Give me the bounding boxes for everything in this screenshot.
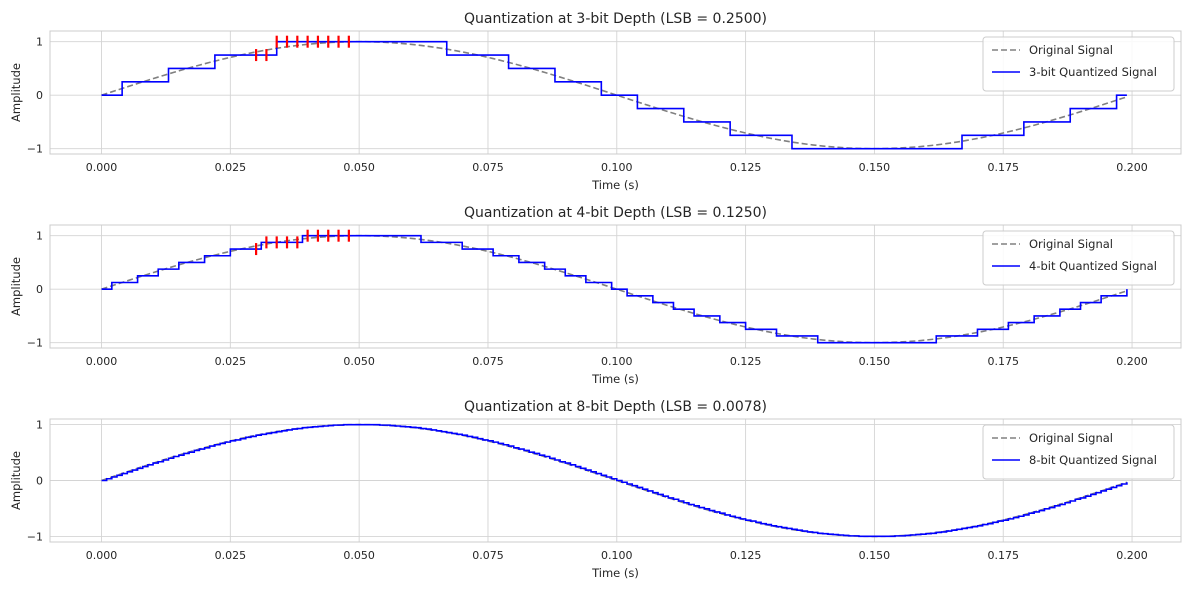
x-axis-label: Time (s)	[591, 178, 639, 192]
x-tick-label: 0.075	[472, 549, 504, 562]
x-tick-label: 0.200	[1116, 355, 1148, 368]
y-tick-label: 1	[36, 36, 43, 49]
x-tick-label: 0.000	[86, 161, 118, 174]
subplot-3: 0.000 0.025 0.050 0.075 0.100 0.125 0.150 0.175…	[9, 399, 1182, 580]
chart-title: Quantization at 3-bit Depth (LSB = 0.250…	[464, 11, 767, 27]
y-tick-label: 0	[36, 475, 43, 488]
x-tick-label: 0.200	[1116, 161, 1148, 174]
x-axis-label: Time (s)	[591, 566, 639, 580]
x-tick-label: 0.100	[601, 355, 633, 368]
x-tick-label: 0.125	[730, 161, 762, 174]
plot-content	[101, 35, 1128, 150]
x-tick-label: 0.075	[472, 161, 504, 174]
x-tick-label: 0.100	[601, 161, 633, 174]
legend-label: Original Signal	[1029, 237, 1113, 251]
x-tick-label: 0.000	[86, 355, 118, 368]
y-tick-label: −1	[27, 337, 43, 350]
legend-label: 4-bit Quantized Signal	[1029, 259, 1157, 273]
legend-box	[982, 36, 1175, 92]
x-tick-label: 0.050	[343, 355, 375, 368]
axes-frame	[49, 418, 1182, 543]
y-tick-label: −1	[27, 143, 43, 156]
plot-content	[101, 229, 1128, 344]
y-axis-label: Amplitude	[9, 63, 23, 122]
legend-box	[982, 424, 1175, 480]
subplot-2: 0.000 0.025 0.050 0.075 0.100 0.125 0.150 0.175…	[9, 205, 1182, 386]
y-tick-label: 1	[36, 230, 43, 243]
x-tick-label: 0.100	[601, 549, 633, 562]
x-tick-label: 0.025	[215, 549, 247, 562]
y-axis-label: Amplitude	[9, 257, 23, 316]
x-tick-label: 0.150	[859, 161, 891, 174]
x-tick-label: 0.000	[86, 549, 118, 562]
series-quantized-signal	[101, 40, 1127, 150]
legend-box	[982, 230, 1175, 286]
x-tick-label: 0.050	[343, 549, 375, 562]
x-tick-label: 0.125	[730, 355, 762, 368]
x-tick-label: 0.150	[859, 355, 891, 368]
legend: Original Signal 3-bit Quantized Signal	[982, 36, 1175, 92]
series-quantized-signal	[101, 234, 1128, 344]
x-tick-label: 0.050	[343, 161, 375, 174]
plot-content	[101, 423, 1128, 538]
y-tick-label: −1	[27, 530, 43, 543]
y-axis-label: Amplitude	[9, 451, 23, 510]
series-original-signal	[101, 40, 1128, 150]
legend-label: Original Signal	[1029, 431, 1113, 445]
y-tick-label: 0	[36, 89, 43, 102]
chart-title: Quantization at 8-bit Depth (LSB = 0.007…	[464, 399, 767, 415]
legend-label: 3-bit Quantized Signal	[1029, 65, 1157, 79]
legend-label: 8-bit Quantized Signal	[1029, 453, 1157, 467]
x-tick-label: 0.125	[730, 549, 762, 562]
x-tick-label: 0.150	[859, 549, 891, 562]
y-tick-label: 0	[36, 283, 43, 296]
axes-frame	[49, 30, 1182, 155]
x-tick-label: 0.175	[987, 161, 1019, 174]
x-tick-label: 0.175	[987, 549, 1019, 562]
x-tick-label: 0.175	[987, 355, 1019, 368]
legend-label: Original Signal	[1029, 43, 1113, 57]
x-tick-label: 0.025	[215, 161, 247, 174]
series-quantized-signal	[101, 423, 1128, 538]
x-axis-label: Time (s)	[591, 372, 639, 386]
legend: Original Signal 4-bit Quantized Signal	[982, 230, 1175, 286]
chart-title: Quantization at 4-bit Depth (LSB = 0.125…	[464, 205, 767, 221]
y-tick-label: 1	[36, 419, 43, 432]
x-tick-label: 0.075	[472, 355, 504, 368]
x-tick-label: 0.025	[215, 355, 247, 368]
x-tick-label: 0.200	[1116, 549, 1148, 562]
legend: Original Signal 8-bit Quantized Signal	[982, 424, 1175, 480]
subplot-1: 0.000 0.025 0.050 0.075 0.100 0.125 0.150 0.175…	[9, 11, 1182, 192]
axes-frame	[49, 224, 1182, 349]
